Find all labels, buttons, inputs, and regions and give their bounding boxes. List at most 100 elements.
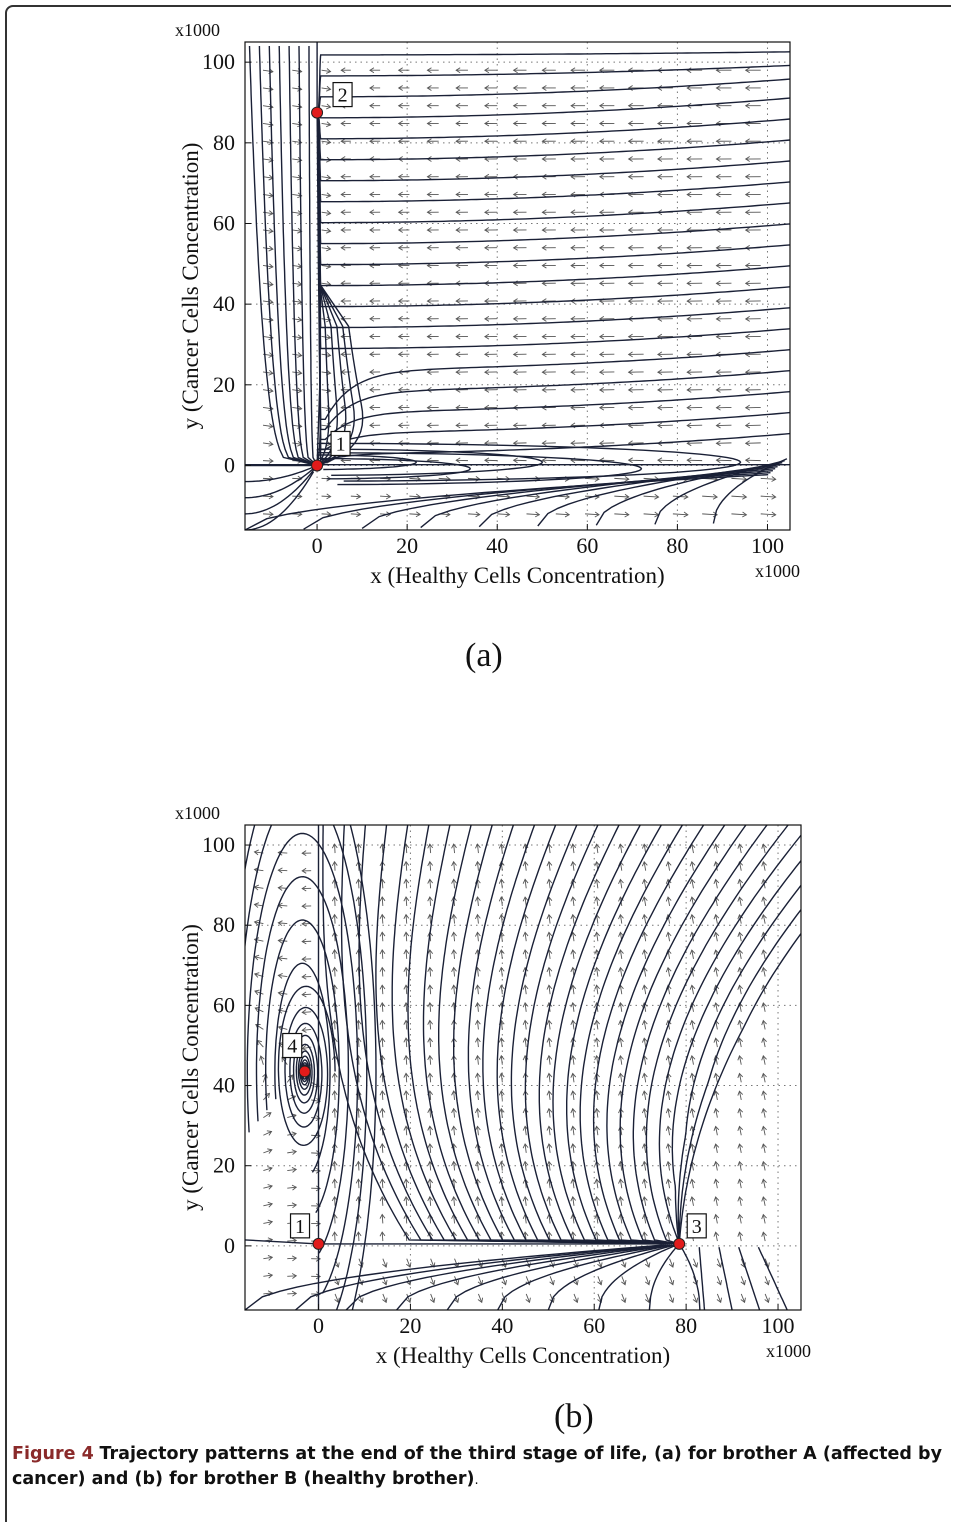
axis-ticks: 0 20 40 60 80 100 0 20 40 60 80 100	[202, 49, 784, 558]
trajectory	[619, 825, 747, 1245]
trajectory	[375, 825, 680, 1245]
field-arrow	[665, 1160, 672, 1171]
field-arrow	[597, 1276, 603, 1286]
field-arrow	[262, 440, 274, 447]
field-arrow	[657, 422, 673, 429]
field-arrow	[263, 1201, 274, 1208]
field-arrow	[761, 1143, 767, 1153]
field-arrow	[451, 860, 457, 871]
field-arrow	[427, 1178, 434, 1189]
field-arrow	[715, 173, 732, 180]
field-arrow	[451, 931, 457, 942]
field-arrow	[740, 1276, 746, 1286]
field-arrow	[744, 102, 761, 109]
field-arrow	[369, 209, 381, 216]
field-arrow	[541, 440, 556, 447]
field-arrow	[429, 1276, 436, 1286]
y-axis-label: y (Cancer Cells Concentration)	[178, 143, 203, 430]
field-arrow	[427, 1125, 434, 1136]
field-arrow	[621, 1276, 627, 1286]
field-arrow	[426, 191, 439, 198]
field-arrow	[570, 262, 586, 269]
caption-end: .	[474, 1473, 479, 1488]
field-arrow	[427, 878, 434, 889]
field-arrow	[731, 476, 748, 482]
field-arrow	[657, 298, 673, 304]
field-arrow	[598, 120, 615, 127]
equilibrium-point-3	[673, 1237, 686, 1250]
field-arrow	[301, 973, 312, 980]
field-arrow	[277, 937, 288, 944]
x-tick-label: 40	[486, 533, 508, 558]
field-arrow	[522, 913, 529, 924]
field-arrow	[397, 85, 410, 91]
field-arrow	[301, 885, 312, 892]
field-arrow	[369, 67, 381, 74]
field-arrow	[761, 1019, 767, 1030]
field-arrow	[716, 1276, 722, 1286]
field-arrow	[522, 949, 529, 959]
field-arrow	[744, 422, 761, 429]
field-arrow	[427, 1019, 434, 1030]
field-arrow	[627, 298, 644, 304]
field-arrow	[744, 156, 761, 162]
field-arrow	[484, 191, 498, 198]
field-arrow	[301, 1027, 312, 1033]
field-arrow	[403, 1054, 410, 1065]
trajectory	[579, 825, 684, 1245]
y-multiplier: x1000	[175, 803, 220, 823]
field-arrow	[715, 156, 732, 162]
field-arrow	[321, 192, 332, 199]
field-arrow	[484, 315, 498, 322]
field-arrow	[689, 1107, 696, 1118]
field-arrow	[340, 67, 351, 74]
field-arrow	[369, 351, 381, 358]
field-arrow	[427, 966, 434, 977]
field-arrow	[397, 138, 410, 145]
field-arrow	[761, 1160, 767, 1171]
field-arrow	[713, 966, 720, 977]
field-arrow	[618, 1054, 624, 1065]
field-arrow	[570, 913, 577, 924]
field-arrow	[484, 457, 498, 464]
trajectory	[317, 448, 544, 476]
field-arrow	[541, 102, 556, 109]
field-arrow	[618, 1196, 624, 1206]
field-arrow	[455, 351, 468, 358]
field-arrow	[686, 315, 703, 322]
field-arrow	[498, 913, 505, 924]
field-arrow	[573, 1293, 579, 1304]
field-arrow	[475, 1195, 481, 1206]
field-arrow	[641, 896, 648, 907]
field-arrow	[403, 1178, 410, 1189]
field-arrow	[541, 191, 556, 198]
field-arrow	[331, 1072, 338, 1083]
field-arrow	[598, 440, 615, 447]
field-arrow	[451, 913, 457, 924]
field-arrow	[761, 1213, 767, 1224]
trajectory	[316, 111, 790, 161]
figure-frame	[5, 5, 951, 1522]
field-arrow	[477, 1293, 484, 1304]
field-arrow	[429, 1293, 436, 1304]
field-arrow	[484, 369, 498, 375]
field-arrow	[546, 1019, 553, 1030]
field-arrow	[397, 333, 410, 340]
field-arrow	[594, 1054, 600, 1065]
field-arrow	[715, 138, 732, 145]
field-arrow	[541, 422, 556, 429]
field-arrow	[594, 966, 600, 977]
field-arrow	[369, 102, 381, 109]
y-tick-label: 100	[202, 49, 235, 74]
field-arrow	[331, 843, 338, 854]
field-arrow	[403, 878, 410, 889]
field-arrow	[292, 227, 303, 234]
field-arrow	[692, 1258, 699, 1268]
field-arrow	[426, 333, 439, 340]
field-arrow	[665, 1196, 672, 1206]
field-arrow	[331, 1019, 338, 1030]
field-arrow	[382, 1293, 388, 1304]
field-arrow	[686, 173, 703, 180]
field-arrow	[641, 1107, 648, 1118]
field-arrow	[598, 244, 615, 251]
